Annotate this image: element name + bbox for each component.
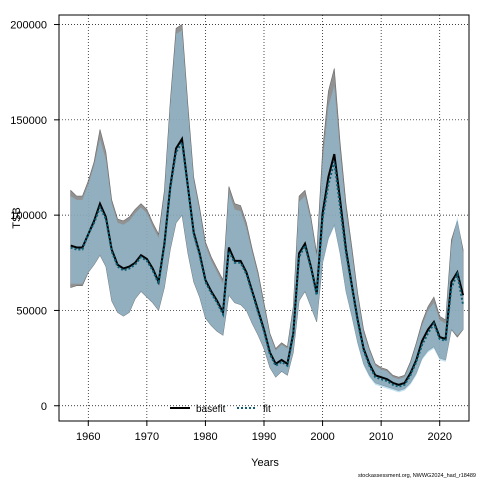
legend: basefit fit (170, 404, 271, 415)
source-credit: stockassessment.org, NWWG2024_had_r18489 (358, 473, 476, 479)
fit-line (70, 139, 465, 388)
x-tick-label: 1970 (135, 431, 159, 443)
y-axis: 0 50000 100000 150000 200000 (10, 20, 59, 413)
y-tick-label: 150000 (10, 115, 47, 127)
y-tick-label: 0 (41, 401, 47, 413)
y-axis-label: TSB (11, 207, 23, 228)
y-tick-label: 200000 (10, 20, 47, 32)
x-axis: 1960 1970 1980 1990 2000 2010 2020 (76, 421, 452, 443)
series-lines (70, 135, 465, 388)
x-tick-label: 1960 (76, 431, 100, 443)
legend-fit-label: fit (263, 404, 271, 415)
confidence-bands (70, 23, 464, 393)
legend-basefit-label: basefit (196, 404, 226, 415)
x-tick-label: 2020 (427, 431, 451, 443)
fit-confidence-band (70, 30, 464, 393)
x-tick-label: 2010 (369, 431, 393, 443)
x-tick-label: 1980 (193, 431, 217, 443)
y-tick-label: 50000 (16, 305, 47, 317)
x-tick-label: 2000 (310, 431, 334, 443)
y-tick-label: 100000 (10, 210, 47, 222)
x-tick-label: 1990 (252, 431, 276, 443)
x-axis-label: Years (251, 457, 279, 469)
